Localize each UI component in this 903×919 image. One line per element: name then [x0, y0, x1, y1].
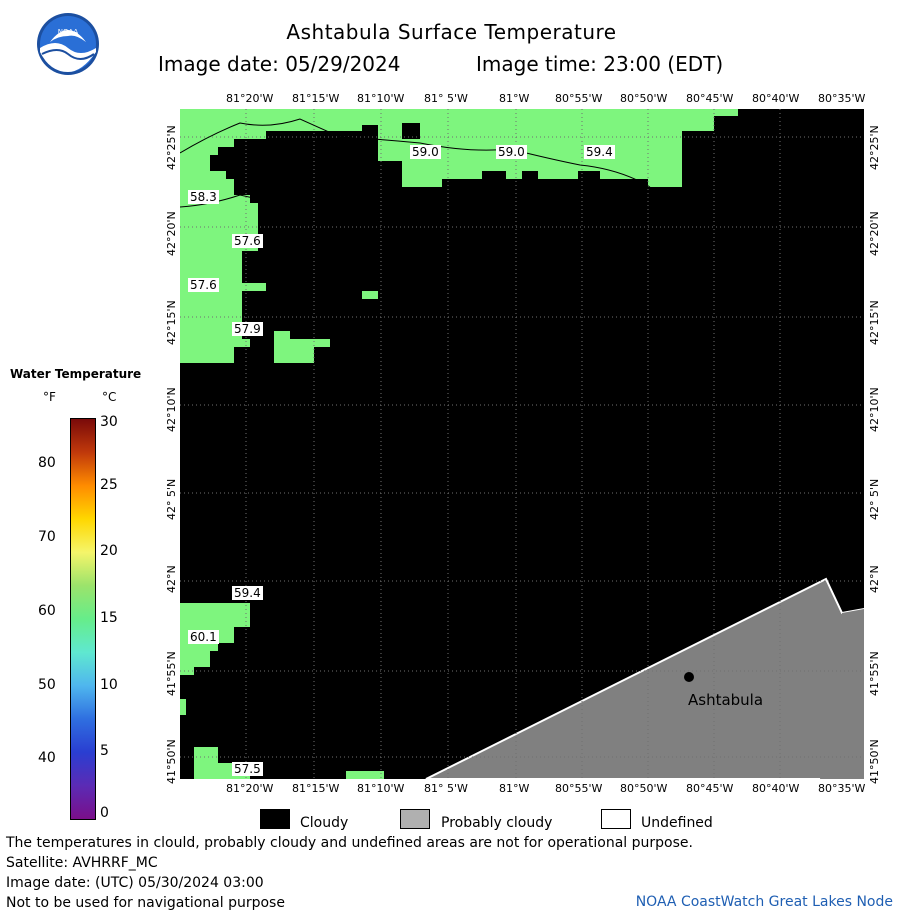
credit-link[interactable]: NOAA CoastWatch Great Lakes Node [635, 894, 893, 910]
legend-c-tick: 30 [100, 414, 118, 430]
temp-label: 60.1 [188, 630, 219, 644]
colorbar [70, 418, 96, 820]
temp-label: 57.6 [188, 278, 219, 292]
key-cloudy-label: Cloudy [300, 815, 349, 831]
legend-f-tick: 80 [38, 455, 56, 471]
lat-tick-right: 42°20'N [868, 211, 881, 256]
legend-f-tick: 40 [38, 750, 56, 766]
temp-label: 57.6 [232, 234, 263, 248]
temp-label: 59.0 [496, 145, 527, 159]
lon-tick-bottom: 81°20'W [226, 782, 274, 795]
footer-nav-warning: Not to be used for navigational purpose [6, 895, 285, 911]
key-probably-cloudy-label: Probably cloudy [441, 815, 553, 831]
lon-tick-bottom: 81°W [499, 782, 530, 795]
footer-satellite: Satellite: AVHRRF_MC [6, 855, 158, 871]
lat-tick-right: 42° 5'N [868, 478, 881, 520]
legend-c-tick: 10 [100, 677, 118, 693]
key-probably-cloudy-swatch [400, 809, 430, 829]
lat-tick-right: 41°50'N [868, 739, 881, 784]
legend-unit-f: °F [43, 390, 56, 404]
lon-tick-bottom: 80°35'W [818, 782, 866, 795]
lat-tick-left: 42°N [165, 565, 178, 593]
temp-label: 59.4 [232, 586, 263, 600]
legend-f-tick: 70 [38, 529, 56, 545]
lon-tick-top: 80°35'W [818, 92, 866, 105]
lat-tick-right: 42°10'N [868, 387, 881, 432]
cloud-patch [402, 123, 420, 139]
svg-text:NOAA: NOAA [58, 28, 79, 36]
legend-title: Water Temperature [10, 367, 142, 381]
legend-c-tick: 20 [100, 543, 118, 559]
lat-tick-left: 41°55'N [165, 651, 178, 696]
legend-f-tick: 60 [38, 603, 56, 619]
footer-disclaimer: The temperatures in clould, probably clo… [6, 835, 693, 851]
lat-tick-right: 42°25'N [868, 125, 881, 170]
legend-c-tick: 25 [100, 477, 118, 493]
image-time: Image time: 23:00 (EDT) [476, 52, 724, 76]
lon-tick-top: 81°20'W [226, 92, 274, 105]
water-region-top [180, 109, 738, 363]
lon-tick-top: 80°55'W [555, 92, 603, 105]
lat-tick-right: 41°55'N [868, 651, 881, 696]
map-canvas [179, 109, 865, 780]
lon-tick-top: 80°40'W [752, 92, 800, 105]
temp-label: 57.9 [232, 322, 263, 336]
temp-label: 58.3 [188, 190, 219, 204]
legend-c-tick: 5 [100, 743, 109, 759]
lat-tick-left: 41°50'N [165, 739, 178, 784]
key-undefined-label: Undefined [641, 815, 713, 831]
lat-tick-left: 42°20'N [165, 211, 178, 256]
lon-tick-bottom: 80°45'W [686, 782, 734, 795]
legend-c-tick: 15 [100, 610, 118, 626]
image-date: Image date: 05/29/2024 [158, 52, 401, 76]
temperature-map: 59.0 59.0 59.4 58.3 57.6 57.6 57.9 59.4 … [179, 109, 865, 780]
lon-tick-top: 81° 5'W [424, 92, 468, 105]
lat-tick-right: 42°N [868, 565, 881, 593]
lon-tick-top: 81°W [499, 92, 530, 105]
city-label: Ashtabula [688, 691, 764, 709]
lon-tick-bottom: 81°10'W [357, 782, 405, 795]
water-patch [180, 699, 186, 715]
water-patch [274, 331, 330, 363]
footer-utc-date: Image date: (UTC) 05/30/2024 03:00 [6, 875, 264, 891]
lat-tick-left: 42°25'N [165, 125, 178, 170]
lon-tick-bottom: 80°55'W [555, 782, 603, 795]
isotherm-contour [179, 118, 651, 188]
lon-tick-bottom: 80°50'W [620, 782, 668, 795]
lon-tick-top: 81°15'W [292, 92, 340, 105]
page-title: Ashtabula Surface Temperature [286, 20, 617, 44]
lat-tick-right: 42°15'N [868, 300, 881, 345]
legend-unit-c: °C [102, 390, 117, 404]
lat-tick-left: 42°10'N [165, 387, 178, 432]
lon-tick-bottom: 81° 5'W [424, 782, 468, 795]
lon-tick-top: 80°45'W [686, 92, 734, 105]
temp-label: 59.0 [410, 145, 441, 159]
lon-tick-bottom: 80°40'W [752, 782, 800, 795]
lat-tick-left: 42°15'N [165, 300, 178, 345]
shoreline-probably-cloudy [425, 577, 865, 780]
temp-label: 59.4 [584, 145, 615, 159]
lon-tick-bottom: 81°15'W [292, 782, 340, 795]
noaa-logo: NOAA [36, 12, 100, 76]
key-cloudy-swatch [260, 809, 290, 829]
water-patch [346, 771, 384, 779]
city-marker [684, 672, 694, 682]
legend-f-tick: 50 [38, 677, 56, 693]
lat-tick-left: 42° 5'N [165, 478, 178, 520]
key-undefined-swatch [601, 809, 631, 829]
water-patch [362, 291, 378, 299]
lon-tick-top: 80°50'W [620, 92, 668, 105]
lon-tick-top: 81°10'W [357, 92, 405, 105]
temp-label: 57.5 [232, 762, 263, 776]
legend-c-tick: 0 [100, 805, 109, 821]
